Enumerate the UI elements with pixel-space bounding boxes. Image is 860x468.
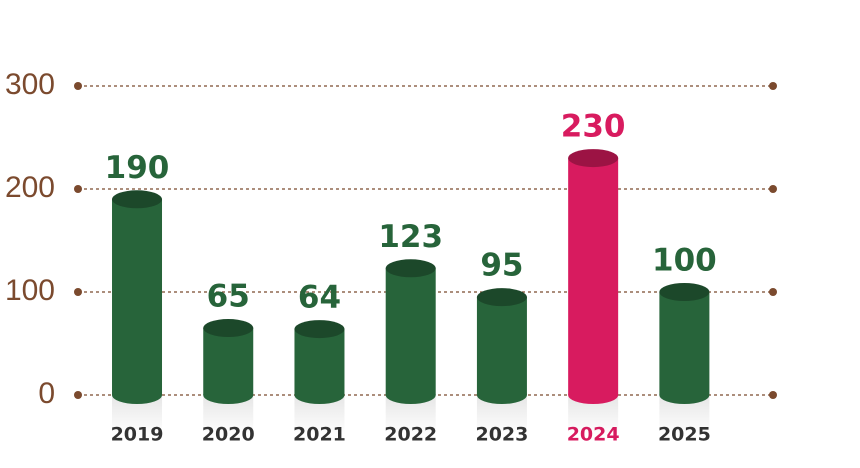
bar xyxy=(476,297,527,395)
grid-dot xyxy=(769,288,777,296)
bar xyxy=(385,268,436,395)
value-label: 190 xyxy=(105,150,170,186)
bar-top xyxy=(203,319,254,338)
y-tick-label: 0 xyxy=(38,377,55,410)
grid-dot xyxy=(74,82,82,90)
value-label: 65 xyxy=(207,279,250,315)
grid-dot xyxy=(74,185,82,193)
grid-dot xyxy=(769,391,777,399)
bar-top xyxy=(112,190,163,209)
value-label: 100 xyxy=(652,243,717,279)
bar xyxy=(112,199,163,395)
grid-dot xyxy=(769,185,777,193)
value-label: 123 xyxy=(378,219,443,255)
bar-top xyxy=(385,259,436,278)
grid-dot xyxy=(769,82,777,90)
y-tick-label: 200 xyxy=(5,171,55,204)
bar-top xyxy=(568,149,619,168)
grid-dot xyxy=(74,391,82,399)
bar xyxy=(294,329,345,395)
y-tick-label: 100 xyxy=(5,274,55,307)
value-label: 230 xyxy=(561,109,626,145)
bar-top xyxy=(476,288,527,307)
value-label: 95 xyxy=(480,248,523,284)
bar xyxy=(203,328,254,395)
y-tick-label: 300 xyxy=(5,68,55,101)
bar xyxy=(659,292,710,395)
bar-top xyxy=(659,283,710,301)
bar xyxy=(568,158,619,395)
grid-dot xyxy=(74,288,82,296)
value-label: 64 xyxy=(298,280,341,316)
bar-top xyxy=(294,320,345,339)
